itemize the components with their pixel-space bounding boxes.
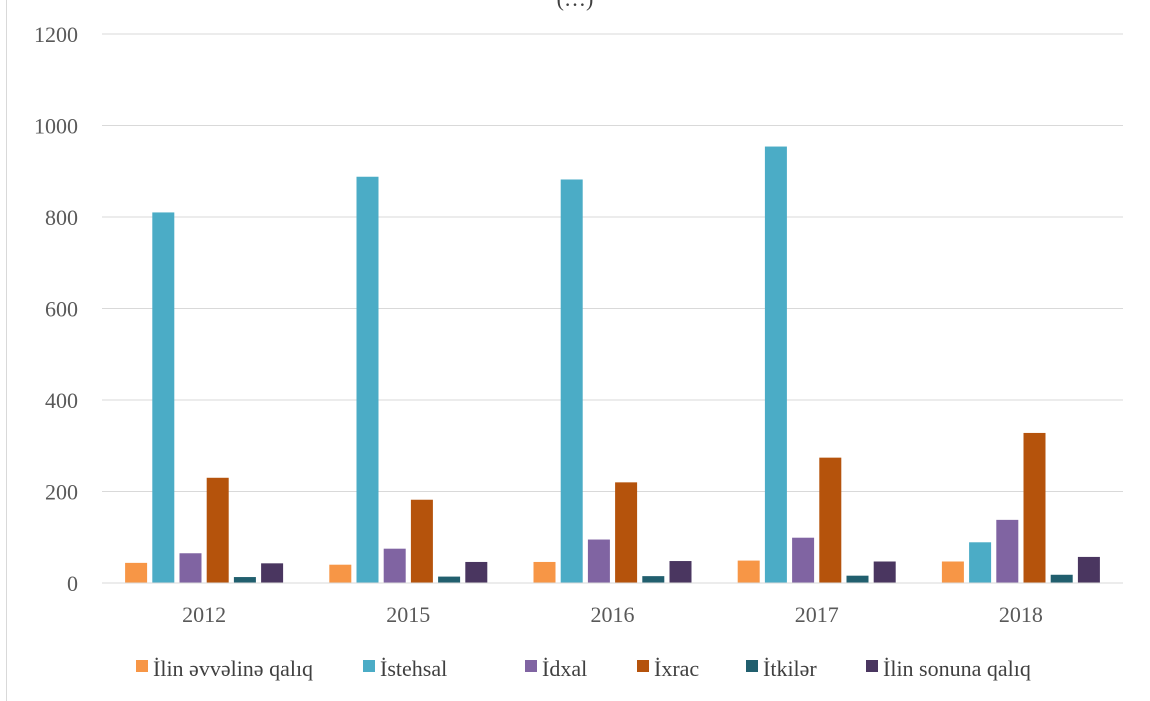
bar-2016-0 [533, 561, 556, 583]
bar-2017-5 [873, 561, 896, 583]
legend-swatch [746, 660, 758, 672]
bar-2012-2 [179, 553, 202, 583]
legend-swatch [363, 660, 375, 672]
legend-label: İdxal [542, 656, 587, 681]
legend-swatch [637, 660, 649, 672]
bar-2017-1 [764, 146, 787, 584]
x-tick-label: 2015 [386, 602, 430, 627]
bar-2016-3 [615, 482, 638, 583]
bars [125, 146, 1100, 584]
bar-2017-0 [737, 560, 760, 583]
bar-2016-2 [587, 539, 610, 583]
grid-lines [102, 33, 1123, 492]
bar-2015-1 [356, 176, 379, 584]
y-axis-ticks: 0 200 400 600 800 1000 1200 [34, 22, 78, 596]
bar-2017-4 [846, 575, 869, 583]
legend-swatch [136, 660, 148, 672]
legend: İlin əvvəlinə qalıq İstehsal İdxal İxrac İtk… [136, 656, 1031, 681]
legend-label: İxrac [654, 656, 699, 681]
legend-label: İstehsal [380, 656, 447, 681]
bar-2018-5 [1077, 556, 1100, 583]
x-tick-label: 2018 [999, 602, 1043, 627]
bar-2016-5 [669, 561, 692, 583]
y-tick-label: 1000 [34, 114, 78, 139]
bar-2012-0 [125, 562, 148, 583]
bar-2012-1 [152, 212, 175, 584]
bar-2015-2 [383, 548, 406, 583]
x-axis-ticks: 2012 2015 2016 2017 2018 [182, 602, 1043, 627]
bar-2018-4 [1050, 574, 1073, 583]
bar-2016-1 [560, 179, 583, 584]
chart-title: (…) [0, 0, 1150, 12]
x-tick-label: 2016 [591, 602, 635, 627]
y-tick-label: 0 [67, 571, 78, 596]
bar-2018-2 [996, 519, 1019, 583]
y-tick-label: 200 [45, 480, 78, 505]
bar-2018-0 [941, 561, 964, 583]
bar-2015-3 [410, 499, 433, 583]
x-tick-label: 2012 [182, 602, 226, 627]
y-tick-label: 600 [45, 297, 78, 322]
bar-2016-4 [642, 576, 665, 583]
bar-2017-3 [819, 457, 842, 583]
y-tick-label: 400 [45, 388, 78, 413]
bar-2015-0 [329, 564, 352, 583]
y-tick-label: 800 [45, 205, 78, 230]
bar-2015-4 [438, 576, 461, 583]
chart-frame [6, 0, 1150, 701]
bar-2017-2 [792, 537, 815, 583]
x-tick-label: 2017 [795, 602, 839, 627]
bar-2015-5 [465, 561, 488, 583]
legend-swatch [525, 660, 537, 672]
legend-label: İlin əvvəlinə qalıq [153, 656, 313, 681]
y-tick-label: 1200 [34, 22, 78, 47]
legend-swatch [866, 660, 878, 672]
bar-2018-1 [969, 542, 992, 583]
bar-2012-5 [261, 563, 284, 583]
legend-label: İlin sonuna qalıq [883, 656, 1031, 681]
bar-2012-3 [206, 477, 229, 583]
legend-label: İtkilər [763, 656, 817, 681]
bar-2012-4 [233, 577, 256, 583]
bar-2018-3 [1023, 432, 1046, 583]
